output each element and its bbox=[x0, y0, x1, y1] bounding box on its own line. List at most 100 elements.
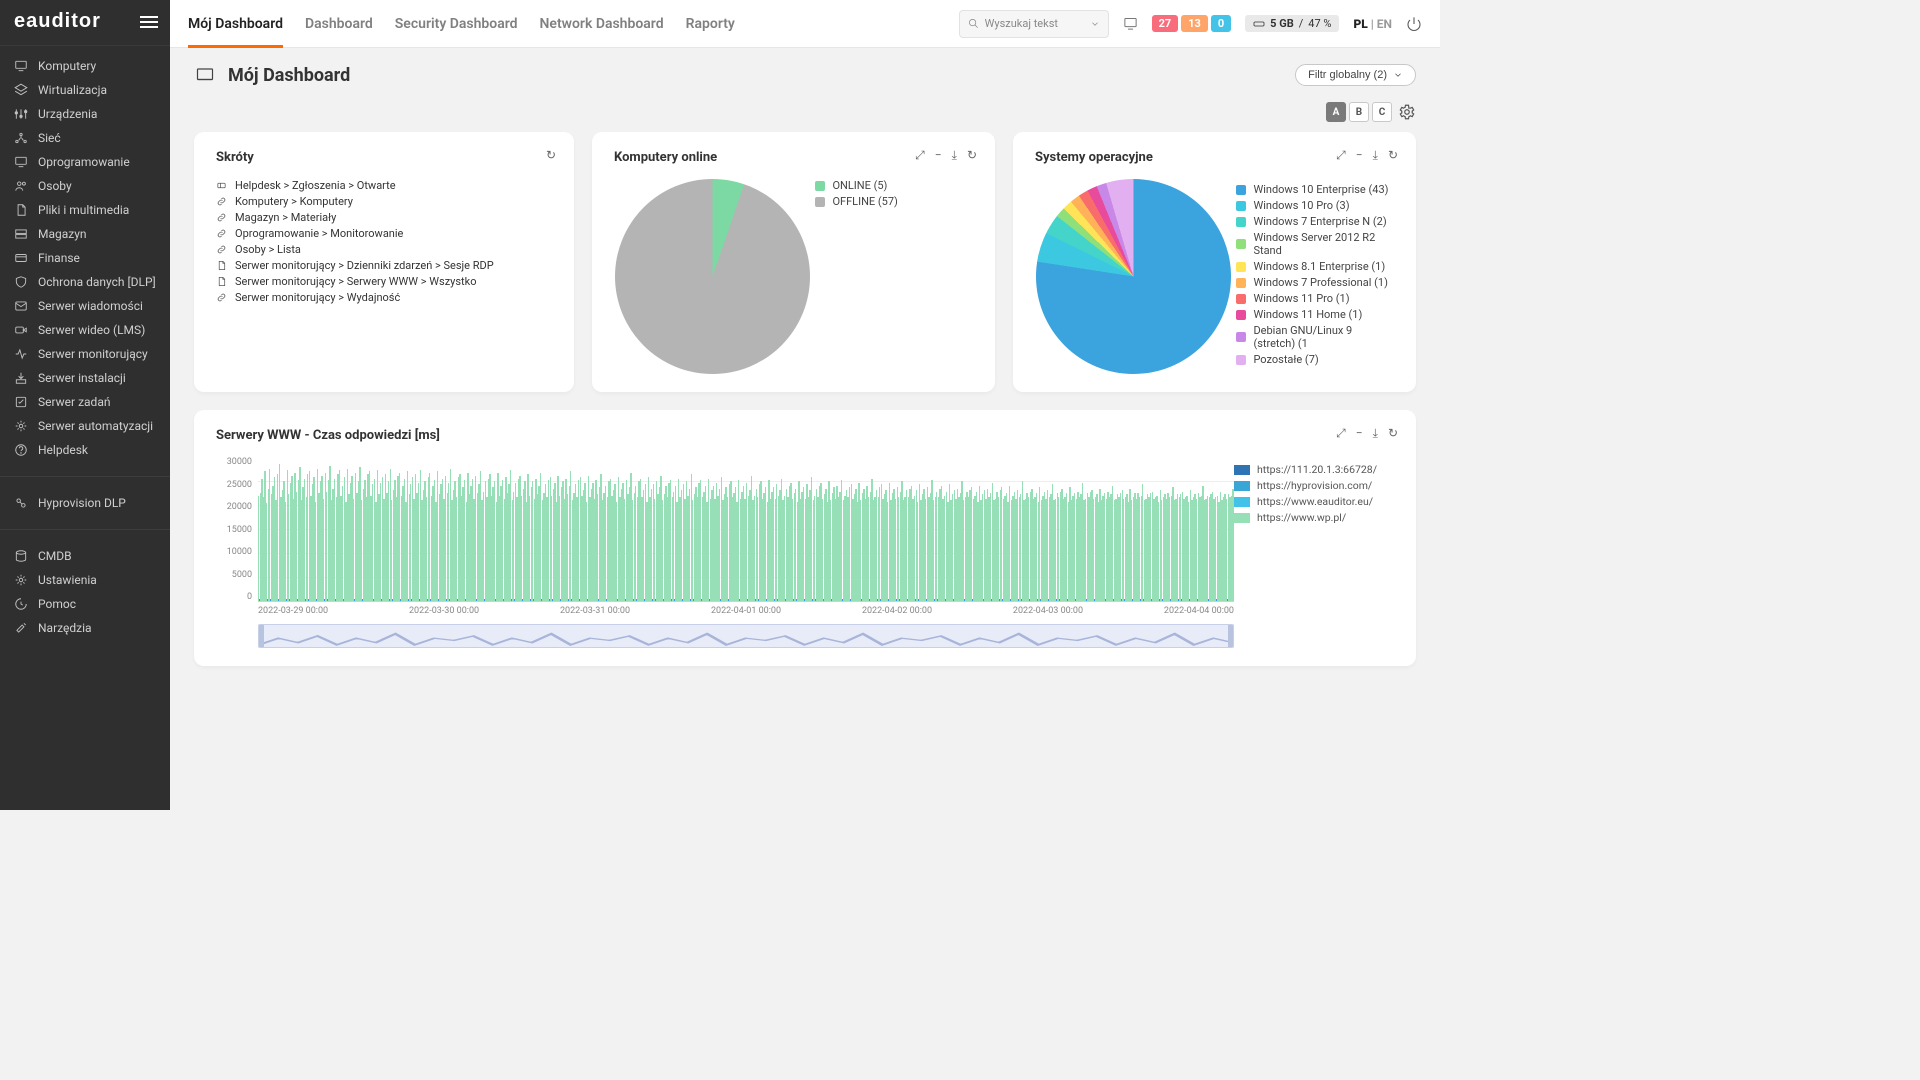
legend-item[interactable]: https://111.20.1.3:66728/ bbox=[1234, 463, 1394, 476]
sidebar-item-serwer-automatyzacji[interactable]: Serwer automatyzacji bbox=[0, 414, 170, 438]
sidebar-item-pliki-i-multimedia[interactable]: Pliki i multimedia bbox=[0, 198, 170, 222]
db-icon bbox=[14, 549, 28, 563]
expand-icon[interactable]: ⤢ bbox=[915, 148, 925, 163]
tab-security-dashboard[interactable]: Security Dashboard bbox=[395, 0, 518, 47]
legend-item[interactable]: Windows 10 Pro (3) bbox=[1236, 199, 1394, 212]
ytick: 0 bbox=[216, 592, 252, 602]
sidebar-item-serwer-wideo-lms-[interactable]: Serwer wideo (LMS) bbox=[0, 318, 170, 342]
view-button-b[interactable]: B bbox=[1349, 102, 1369, 122]
sidebar-item-serwer-monitoruj-cy[interactable]: Serwer monitorujący bbox=[0, 342, 170, 366]
tab-raporty[interactable]: Raporty bbox=[686, 0, 735, 47]
legend-item[interactable]: Windows 7 Professional (1) bbox=[1236, 276, 1394, 289]
refresh-icon[interactable]: ↻ bbox=[1388, 426, 1398, 441]
minimize-icon[interactable]: − bbox=[1356, 148, 1363, 163]
shortcut-item[interactable]: Osoby > Lista bbox=[216, 243, 552, 256]
download-icon[interactable]: ⤓ bbox=[1373, 426, 1378, 441]
sidebar-item-osoby[interactable]: Osoby bbox=[0, 174, 170, 198]
card-tools: ↻ bbox=[546, 148, 556, 162]
legend-item[interactable]: ONLINE (5) bbox=[815, 179, 973, 192]
tab-dashboard[interactable]: Dashboard bbox=[305, 0, 373, 47]
sidebar-item-label: CMDB bbox=[38, 549, 72, 563]
sidebar-item-hyprovision-dlp[interactable]: Hyprovision DLP bbox=[0, 491, 170, 515]
sidebar-item-cmdb[interactable]: CMDB bbox=[0, 544, 170, 568]
monitor-icon[interactable] bbox=[1123, 16, 1138, 31]
status-pill[interactable]: 13 bbox=[1181, 15, 1208, 32]
sidebar-item-serwer-wiadomo-ci[interactable]: Serwer wiadomości bbox=[0, 294, 170, 318]
legend-swatch bbox=[1236, 217, 1246, 227]
chart-scrubber[interactable] bbox=[258, 624, 1234, 648]
shortcut-item[interactable]: Helpdesk > Zgłoszenia > Otwarte bbox=[216, 179, 552, 192]
sidebar-item-sie-[interactable]: Sieć bbox=[0, 126, 170, 150]
tab-network-dashboard[interactable]: Network Dashboard bbox=[540, 0, 664, 47]
shortcut-item[interactable]: Komputery > Komputery bbox=[216, 195, 552, 208]
gear-icon[interactable] bbox=[1398, 103, 1416, 121]
card-tools: ⤢ − ⤓ ↻ bbox=[1336, 426, 1398, 441]
global-filter-button[interactable]: Filtr globalny (2) bbox=[1295, 64, 1416, 86]
view-button-c[interactable]: C bbox=[1372, 102, 1392, 122]
sidebar-item-magazyn[interactable]: Magazyn bbox=[0, 222, 170, 246]
legend-item[interactable]: Windows 7 Enterprise N (2) bbox=[1236, 215, 1394, 228]
tab-m-j-dashboard[interactable]: Mój Dashboard bbox=[188, 0, 283, 47]
legend-item[interactable]: https://hyprovision.com/ bbox=[1234, 479, 1394, 492]
sidebar-item-wirtualizacja[interactable]: Wirtualizacja bbox=[0, 78, 170, 102]
legend-item[interactable]: https://www.eauditor.eu/ bbox=[1234, 495, 1394, 508]
menu-toggle-icon[interactable] bbox=[140, 16, 158, 28]
expand-icon[interactable]: ⤢ bbox=[1336, 426, 1346, 441]
legend-item[interactable]: Pozostałe (7) bbox=[1236, 353, 1394, 366]
sidebar-item-finanse[interactable]: Finanse bbox=[0, 246, 170, 270]
ytick: 5000 bbox=[216, 570, 252, 580]
legend-item[interactable]: Windows 10 Enterprise (43) bbox=[1236, 183, 1394, 196]
legend-item[interactable]: Windows 11 Home (1) bbox=[1236, 308, 1394, 321]
refresh-icon[interactable]: ↻ bbox=[967, 148, 977, 163]
sidebar-item-helpdesk[interactable]: Helpdesk bbox=[0, 438, 170, 462]
shortcut-item[interactable]: Serwer monitorujący > Dzienniki zdarzeń … bbox=[216, 259, 552, 272]
monitor-icon bbox=[14, 155, 28, 169]
help-icon bbox=[14, 443, 28, 457]
view-button-a[interactable]: A bbox=[1326, 102, 1346, 122]
sidebar-item-urz-dzenia[interactable]: Urządzenia bbox=[0, 102, 170, 126]
expand-icon[interactable]: ⤢ bbox=[1336, 148, 1346, 163]
status-pill[interactable]: 27 bbox=[1152, 15, 1179, 32]
sidebar-item-komputery[interactable]: Komputery bbox=[0, 54, 170, 78]
disk-badge[interactable]: 5 GB / 47 % bbox=[1245, 15, 1339, 32]
legend-item[interactable]: https://www.wp.pl/ bbox=[1234, 511, 1394, 524]
chevron-down-icon bbox=[1393, 70, 1403, 80]
legend-item[interactable]: Debian GNU/Linux 9 (stretch) (1 bbox=[1236, 324, 1394, 350]
online-card: ⤢ − ⤓ ↻ Komputery online ONLINE (5)OFFLI… bbox=[592, 132, 995, 392]
sidebar-item-ustawienia[interactable]: Ustawienia bbox=[0, 568, 170, 592]
sidebar-item-serwer-instalacji[interactable]: Serwer instalacji bbox=[0, 366, 170, 390]
topbar: Mój Dashboard Dashboard Security Dashboard… bbox=[170, 0, 1440, 48]
shortcut-item[interactable]: Oprogramowanie > Monitorowanie bbox=[216, 227, 552, 240]
refresh-icon[interactable]: ↻ bbox=[1388, 148, 1398, 163]
dashboard-toolbar: ABC bbox=[170, 94, 1440, 122]
minimize-icon[interactable]: − bbox=[1356, 426, 1363, 441]
sidebar-item-serwer-zada-[interactable]: Serwer zadań bbox=[0, 390, 170, 414]
shortcut-item[interactable]: Magazyn > Materiały bbox=[216, 211, 552, 224]
power-icon[interactable] bbox=[1406, 16, 1422, 32]
legend-item[interactable]: Windows 11 Pro (1) bbox=[1236, 292, 1394, 305]
sidebar-item-oprogramowanie[interactable]: Oprogramowanie bbox=[0, 150, 170, 174]
shortcut-item[interactable]: Serwer monitorujący > Serwery WWW > Wszy… bbox=[216, 275, 552, 288]
disk-size: 5 GB bbox=[1270, 17, 1294, 30]
download-icon[interactable]: ⤓ bbox=[1373, 148, 1378, 163]
legend-item[interactable]: Windows 8.1 Enterprise (1) bbox=[1236, 260, 1394, 273]
legend-item[interactable]: OFFLINE (57) bbox=[815, 195, 973, 208]
sidebar-item-pomoc[interactable]: Pomoc bbox=[0, 592, 170, 616]
main-area: Mój Dashboard Dashboard Security Dashboard… bbox=[170, 0, 1440, 810]
sliders-icon bbox=[14, 107, 28, 121]
language-switch[interactable]: PL | EN bbox=[1353, 17, 1392, 31]
download-icon[interactable]: ⤓ bbox=[952, 148, 957, 163]
shortcut-item[interactable]: Serwer monitorujący > Wydajność bbox=[216, 291, 552, 304]
legend-item[interactable]: Windows Server 2012 R2 Stand bbox=[1236, 231, 1394, 257]
scrubber-handle-left[interactable] bbox=[258, 624, 264, 648]
xtick: 2022-04-04 00:00 bbox=[1164, 606, 1234, 616]
refresh-icon[interactable]: ↻ bbox=[546, 148, 556, 162]
file-icon bbox=[14, 203, 28, 217]
search-input[interactable]: Wyszukaj tekst bbox=[959, 10, 1109, 38]
status-pill[interactable]: 0 bbox=[1211, 15, 1231, 32]
scrubber-handle-right[interactable] bbox=[1228, 624, 1234, 648]
legend-swatch bbox=[815, 197, 825, 207]
sidebar-item-narz-dzia[interactable]: Narzędzia bbox=[0, 616, 170, 640]
minimize-icon[interactable]: − bbox=[935, 148, 942, 163]
sidebar-item-ochrona-danych-dlp-[interactable]: Ochrona danych [DLP] bbox=[0, 270, 170, 294]
